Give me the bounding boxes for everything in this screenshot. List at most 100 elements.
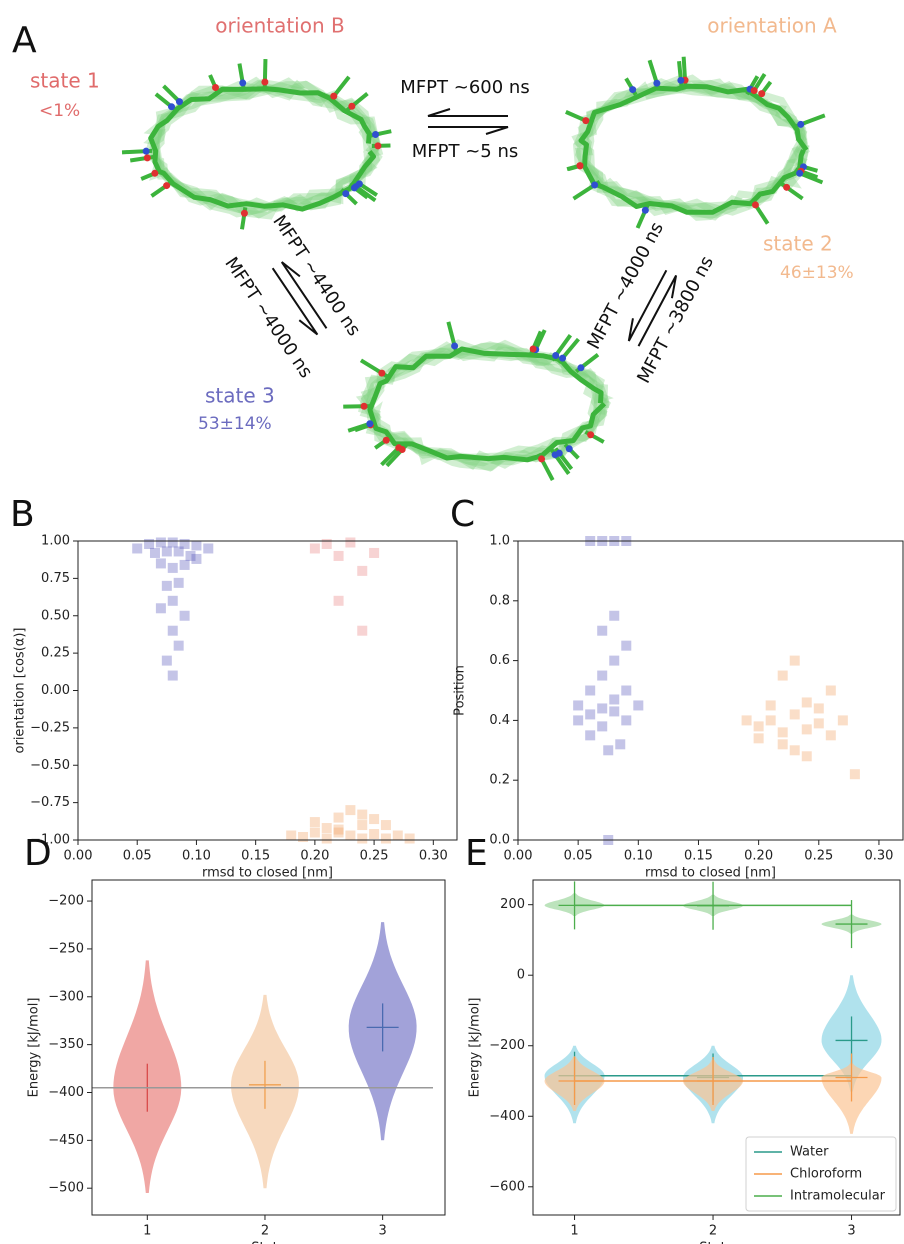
point <box>333 827 344 838</box>
point <box>167 562 178 573</box>
point <box>357 565 368 576</box>
point <box>161 655 172 666</box>
point <box>179 610 190 621</box>
x-axis-label: State <box>251 1241 285 1244</box>
atom <box>576 162 584 170</box>
point <box>167 595 178 606</box>
point <box>155 603 166 614</box>
x-tick-label: 0.15 <box>241 849 270 864</box>
point <box>369 814 380 825</box>
point <box>633 700 644 711</box>
point <box>825 730 836 741</box>
point <box>167 625 178 636</box>
atom <box>559 354 567 362</box>
point <box>161 546 172 557</box>
arrow <box>627 269 668 342</box>
y-tick-label: −200 <box>489 1038 525 1053</box>
atom <box>587 431 595 439</box>
point <box>380 833 391 844</box>
y-tick-label: 0.00 <box>41 683 70 698</box>
point <box>621 640 632 651</box>
atom <box>175 98 183 106</box>
point <box>333 812 344 823</box>
state-population: <1% <box>39 101 80 121</box>
y-tick-label: −0.75 <box>30 795 70 810</box>
point <box>801 724 812 735</box>
atom <box>577 364 585 372</box>
y-tick-label: −450 <box>48 1133 84 1148</box>
arrow <box>280 261 328 329</box>
y-tick-label: −500 <box>48 1181 84 1196</box>
atom <box>372 131 380 139</box>
y-tick-label: 0.0 <box>489 833 510 848</box>
point <box>585 730 596 741</box>
atom <box>555 449 563 457</box>
atom <box>212 84 220 92</box>
y-axis-label: Position <box>453 665 468 716</box>
atom <box>360 402 368 410</box>
mfpt-label: MFPT ~3800 ns <box>633 253 718 387</box>
point <box>849 769 860 780</box>
x-axis-label: rmsd to closed [nm] <box>202 866 333 881</box>
molecule-shadow <box>358 347 614 471</box>
point <box>380 820 391 831</box>
molecules <box>121 56 826 481</box>
x-tick-label: 0.10 <box>182 849 211 864</box>
atom <box>538 455 546 463</box>
point <box>357 809 368 820</box>
plot-area <box>518 541 903 840</box>
atom <box>398 445 406 453</box>
mfpt-label: MFPT ~600 ns <box>400 77 529 98</box>
panel-label: B <box>10 494 35 535</box>
plot <box>92 922 433 1193</box>
point <box>321 538 332 549</box>
point <box>753 721 764 732</box>
plot <box>544 881 882 1134</box>
atom <box>565 445 573 453</box>
point <box>597 625 608 636</box>
y-axis-label: Energy [kJ/mol] <box>468 998 483 1098</box>
x-tick-label: 2 <box>709 1224 717 1239</box>
y-tick-label: −400 <box>48 1085 84 1100</box>
atom <box>591 181 599 189</box>
point <box>609 706 620 717</box>
point <box>597 721 608 732</box>
y-axis-label: Energy [kJ/mol] <box>27 998 42 1098</box>
point <box>286 830 297 841</box>
panel-label: A <box>12 20 37 61</box>
atom <box>751 201 759 209</box>
atom <box>350 184 358 192</box>
point <box>144 538 155 549</box>
y-tick-label: 0.8 <box>489 593 510 608</box>
point <box>179 538 190 549</box>
point <box>203 543 214 554</box>
point <box>191 553 202 564</box>
state-label: state 2 <box>763 232 833 256</box>
y-tick-label: 0.50 <box>41 608 70 623</box>
atom <box>374 142 382 150</box>
x-tick-label: 3 <box>378 1224 386 1239</box>
point <box>585 709 596 720</box>
point <box>789 709 800 720</box>
atom <box>750 87 758 95</box>
plot <box>132 537 415 844</box>
atom <box>677 76 685 84</box>
x-tick-label: 0.20 <box>300 849 329 864</box>
atom <box>797 120 805 128</box>
point <box>369 829 380 840</box>
point <box>597 670 608 681</box>
point <box>321 833 332 844</box>
state-population: 46±13% <box>780 263 854 283</box>
point <box>309 827 320 838</box>
point <box>345 537 356 548</box>
x-tick-label: 0.05 <box>564 849 593 864</box>
chart: D −500 −450 −400 −350 −300 −250 −200 1 2 3 State Ene… <box>24 833 446 1244</box>
arrow <box>427 108 508 117</box>
chart: E −600 −400 −200 0 200 1 2 3 Water Chloroform Intra… <box>465 833 901 1244</box>
y-tick-label: 0.4 <box>489 713 510 728</box>
point <box>603 745 614 756</box>
legend-label: Water <box>790 1145 829 1160</box>
point <box>777 739 788 750</box>
x-tick-label: 0.30 <box>864 849 893 864</box>
point <box>298 832 309 843</box>
